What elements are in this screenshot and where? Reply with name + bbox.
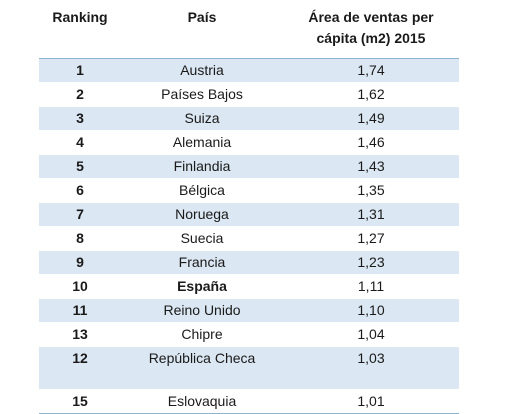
rank-cell: 10 [39,274,121,299]
table-row: 12 República Checa 1,03 [39,346,459,390]
area-cell: 1,01 [283,389,459,414]
area-cell: 1,23 [283,250,459,275]
table-row: 8 Suecia 1,27 [39,226,459,251]
table-row: 6 Bélgica 1,35 [39,178,459,203]
country-cell: Suecia [121,226,283,251]
country-cell: Alemania [121,130,283,155]
area-cell: 1,10 [283,298,459,323]
table-row: 10 España 1,11 [39,274,459,299]
area-cell: 1,35 [283,178,459,203]
area-cell: 1,62 [283,82,459,107]
table-row: 3 Suiza 1,49 [39,106,459,131]
area-cell: 1,04 [283,322,459,347]
header-sales-area: Área de ventas per cápita (m2) 2015 [283,4,459,59]
area-cell: 1,49 [283,106,459,131]
table-row: 9 Francia 1,23 [39,250,459,275]
rank-cell: 4 [39,130,121,155]
header-row: Ranking País Área de ventas per cápita (… [39,4,459,59]
country-cell: Austria [121,58,283,83]
ranking-table: Ranking País Área de ventas per cápita (… [39,4,459,414]
area-cell: 1,74 [283,58,459,83]
country-cell: Francia [121,250,283,275]
rank-cell: 6 [39,178,121,203]
table-row: 4 Alemania 1,46 [39,130,459,155]
table-row: 2 Países Bajos 1,62 [39,82,459,107]
country-cell: Bélgica [121,178,283,203]
area-cell: 1,46 [283,130,459,155]
rank-cell: 5 [39,154,121,179]
rank-cell: 11 [39,298,121,323]
country-cell: Reino Unido [121,298,283,323]
rank-cell: 13 [39,322,121,347]
area-cell: 1,03 [283,346,459,390]
area-cell: 1,27 [283,226,459,251]
country-cell-highlighted: España [121,274,283,299]
table-row: 13 Chipre 1,04 [39,322,459,347]
rank-cell: 2 [39,82,121,107]
table-row: 7 Noruega 1,31 [39,202,459,227]
table-row: 15 Eslovaquia 1,01 [39,389,459,414]
country-cell: Noruega [121,202,283,227]
country-cell: Países Bajos [121,82,283,107]
rank-cell: 1 [39,58,121,83]
country-cell: Eslovaquia [121,389,283,414]
table-row: 5 Finlandia 1,43 [39,154,459,179]
rank-cell: 8 [39,226,121,251]
ranking-table-container: Ranking País Área de ventas per cápita (… [39,4,459,414]
area-cell: 1,43 [283,154,459,179]
country-cell: Finlandia [121,154,283,179]
country-cell: República Checa [121,346,283,390]
table-body: 1 Austria 1,74 2 Países Bajos 1,62 3 Sui… [39,58,459,414]
country-cell: Chipre [121,322,283,347]
rank-cell: 7 [39,202,121,227]
table-row: 1 Austria 1,74 [39,58,459,83]
area-cell: 1,31 [283,202,459,227]
header-country: País [121,4,283,59]
area-cell: 1,11 [283,274,459,299]
rank-cell: 9 [39,250,121,275]
country-cell: Suiza [121,106,283,131]
table-header: Ranking País Área de ventas per cápita (… [39,4,459,59]
header-ranking: Ranking [39,4,121,59]
rank-cell: 12 [39,346,121,390]
rank-cell: 3 [39,106,121,131]
table-row: 11 Reino Unido 1,10 [39,298,459,323]
rank-cell: 15 [39,389,121,414]
